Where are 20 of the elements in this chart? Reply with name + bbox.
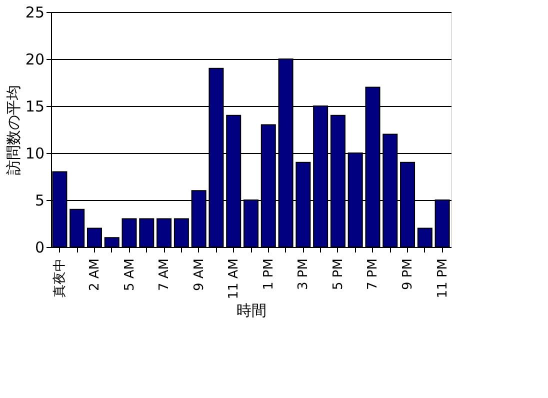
x-tick-label: 7 AM (157, 258, 172, 292)
x-tick-label: 1 PM (261, 258, 276, 290)
x-tick-label: 7 PM (366, 258, 381, 290)
x-tick-label: 11 AM (226, 258, 242, 300)
y-tick-label: 20 (25, 50, 44, 68)
x-tick-label: 真夜中 (52, 258, 68, 298)
y-axis-title: 訪問数の平均 (4, 85, 22, 175)
x-tick-label: 11 PM (435, 258, 450, 298)
y-tick-label: 25 (25, 4, 44, 22)
x-tick-label: 2 AM (87, 258, 102, 292)
x-tick-label: 9 PM (400, 258, 416, 290)
y-tick-label: 10 (25, 144, 44, 162)
x-tick-label: 5 AM (122, 258, 138, 292)
y-tick-label: 0 (34, 238, 44, 256)
y-tick-label: 5 (34, 192, 44, 210)
x-axis-title: 時間 (236, 301, 266, 320)
x-tick-label: 9 AM (192, 258, 207, 292)
y-tick-label: 15 (25, 98, 44, 116)
x-tick-label: 3 PM (296, 258, 312, 290)
x-tick-label: 5 PM (330, 258, 346, 290)
